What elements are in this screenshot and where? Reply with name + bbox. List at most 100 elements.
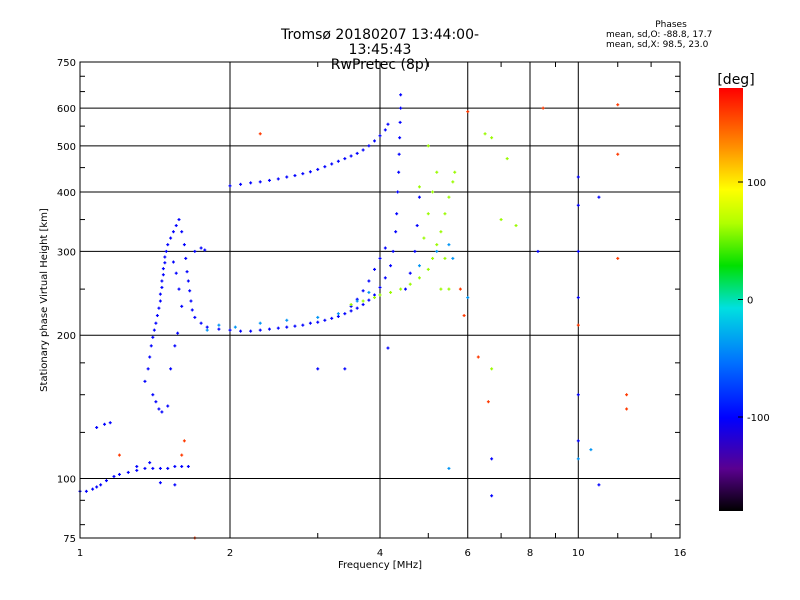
data-point bbox=[483, 132, 487, 136]
data-point bbox=[148, 461, 152, 465]
data-point bbox=[285, 325, 289, 329]
data-point bbox=[625, 393, 629, 397]
data-point bbox=[323, 165, 327, 169]
data-point bbox=[415, 224, 419, 228]
data-point bbox=[158, 292, 162, 296]
data-point bbox=[190, 308, 194, 312]
data-point bbox=[453, 170, 457, 174]
colorbar-tick-label: -100 bbox=[747, 413, 770, 424]
data-point bbox=[169, 236, 173, 240]
colorbar-tick-label: 100 bbox=[747, 178, 766, 189]
data-point bbox=[149, 344, 153, 348]
data-point bbox=[276, 326, 280, 330]
data-point bbox=[108, 421, 112, 425]
data-point bbox=[239, 329, 243, 333]
data-point bbox=[308, 321, 312, 325]
data-point bbox=[447, 243, 451, 247]
colorbar-tick-label: 0 bbox=[747, 296, 753, 307]
data-point bbox=[203, 248, 207, 252]
data-point bbox=[431, 256, 435, 260]
data-point bbox=[361, 303, 365, 307]
data-point bbox=[576, 393, 580, 397]
data-point bbox=[177, 218, 181, 222]
data-point bbox=[336, 314, 340, 318]
data-point bbox=[490, 494, 494, 498]
data-point bbox=[316, 320, 320, 324]
data-point bbox=[361, 299, 365, 303]
data-point bbox=[135, 464, 139, 468]
data-point bbox=[188, 289, 192, 293]
data-point bbox=[373, 267, 377, 271]
data-point bbox=[112, 474, 116, 478]
data-point bbox=[146, 367, 150, 371]
data-point bbox=[451, 180, 455, 184]
data-point bbox=[397, 152, 401, 156]
data-point bbox=[166, 404, 170, 408]
data-point bbox=[431, 190, 435, 194]
data-point bbox=[589, 448, 593, 452]
title-line-1: Tromsø 20180207 13:44:00-13:45:43 bbox=[280, 27, 480, 58]
data-point bbox=[451, 256, 455, 260]
data-point bbox=[597, 195, 601, 199]
y-tick-label: 100 bbox=[57, 475, 76, 486]
data-point bbox=[249, 329, 253, 333]
data-point bbox=[84, 489, 88, 493]
data-point bbox=[258, 321, 262, 325]
data-point bbox=[308, 170, 312, 174]
data-point bbox=[293, 174, 297, 178]
data-point bbox=[91, 487, 95, 491]
data-point bbox=[174, 224, 178, 228]
data-point bbox=[199, 246, 203, 250]
data-point bbox=[126, 470, 130, 474]
data-point bbox=[398, 120, 402, 124]
data-point bbox=[239, 182, 243, 186]
data-point bbox=[367, 279, 371, 283]
data-point bbox=[177, 287, 181, 291]
data-point bbox=[378, 293, 382, 297]
data-point bbox=[625, 407, 629, 411]
data-point bbox=[576, 175, 580, 179]
data-point bbox=[143, 466, 147, 470]
data-point bbox=[541, 106, 545, 110]
data-point bbox=[435, 170, 439, 174]
data-point bbox=[171, 230, 175, 234]
data-point bbox=[135, 468, 139, 472]
colorbar-label: [deg] bbox=[717, 72, 754, 88]
data-point bbox=[95, 485, 99, 489]
data-point bbox=[399, 287, 403, 291]
data-point bbox=[435, 243, 439, 247]
data-point bbox=[316, 167, 320, 171]
data-point bbox=[417, 276, 421, 280]
data-point bbox=[285, 175, 289, 179]
data-point bbox=[189, 299, 193, 303]
data-point bbox=[361, 289, 365, 293]
phase-stats: Phases mean, sd,O: -88.8, 17.7 mean, sd,… bbox=[606, 20, 736, 50]
data-point bbox=[193, 249, 197, 253]
data-point bbox=[616, 152, 620, 156]
data-point bbox=[228, 184, 232, 188]
data-point bbox=[349, 303, 353, 307]
data-point bbox=[447, 287, 451, 291]
data-point bbox=[576, 323, 580, 327]
data-point bbox=[169, 367, 173, 371]
data-point bbox=[173, 483, 177, 487]
data-point bbox=[505, 157, 509, 161]
data-point bbox=[576, 457, 580, 461]
data-point bbox=[361, 148, 365, 152]
data-point bbox=[398, 136, 402, 140]
data-point bbox=[443, 256, 447, 260]
colorbar-ticks: 100 0 -100 bbox=[738, 178, 770, 424]
data-point bbox=[151, 466, 155, 470]
grid-lines bbox=[80, 62, 680, 538]
data-point bbox=[514, 224, 518, 228]
x-axis-label: Frequency [MHz] bbox=[338, 560, 422, 571]
data-point bbox=[182, 439, 186, 443]
x-tick-label: 16 bbox=[674, 548, 687, 559]
data-point bbox=[373, 296, 377, 300]
phase-stats-o: mean, sd,O: -88.8, 17.7 bbox=[606, 30, 713, 40]
data-point bbox=[355, 306, 359, 310]
data-point bbox=[355, 151, 359, 155]
data-point bbox=[323, 318, 327, 322]
data-point bbox=[205, 325, 209, 329]
data-point bbox=[466, 296, 470, 300]
